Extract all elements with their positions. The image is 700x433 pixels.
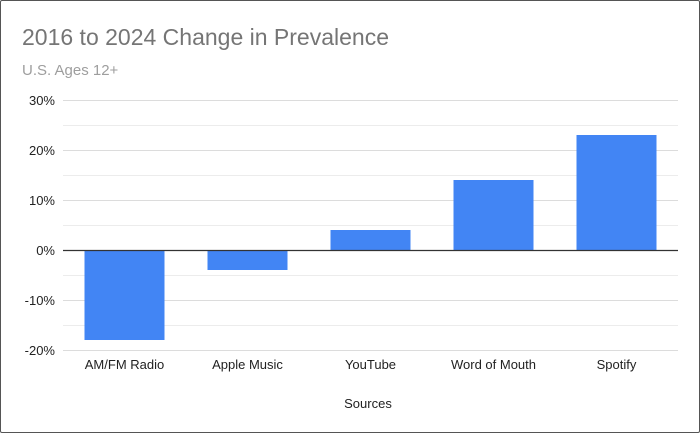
y-tick-label: -20%	[25, 343, 56, 358]
bar-apple-music	[207, 250, 288, 270]
y-tick-label: 0%	[36, 243, 55, 258]
chart-subtitle: U.S. Ages 12+	[22, 62, 119, 79]
x-axis-ticks: AM/FM Radio Apple Music YouTube Word of Mou…	[85, 357, 637, 372]
x-tick-label: Word of Mouth	[451, 357, 536, 372]
y-axis-ticks: 30% 20% 10% 0% -10% -20%	[25, 93, 56, 358]
y-tick-label: 30%	[29, 93, 55, 108]
bars	[84, 135, 657, 340]
y-tick-label: 20%	[29, 143, 55, 158]
bar-am-fm-radio	[84, 250, 165, 340]
y-tick-label: -10%	[25, 293, 56, 308]
x-tick-label: AM/FM Radio	[85, 357, 164, 372]
x-axis-title: Sources	[344, 396, 392, 411]
gridlines	[63, 100, 678, 351]
chart-title: 2016 to 2024 Change in Prevalence	[22, 24, 390, 50]
bar-spotify	[576, 135, 657, 250]
y-tick-label: 10%	[29, 193, 55, 208]
x-tick-label: YouTube	[345, 357, 396, 372]
bar-youtube	[330, 230, 411, 250]
bar-word-of-mouth	[453, 180, 534, 250]
x-tick-label: Spotify	[597, 357, 637, 372]
x-tick-label: Apple Music	[212, 357, 283, 372]
